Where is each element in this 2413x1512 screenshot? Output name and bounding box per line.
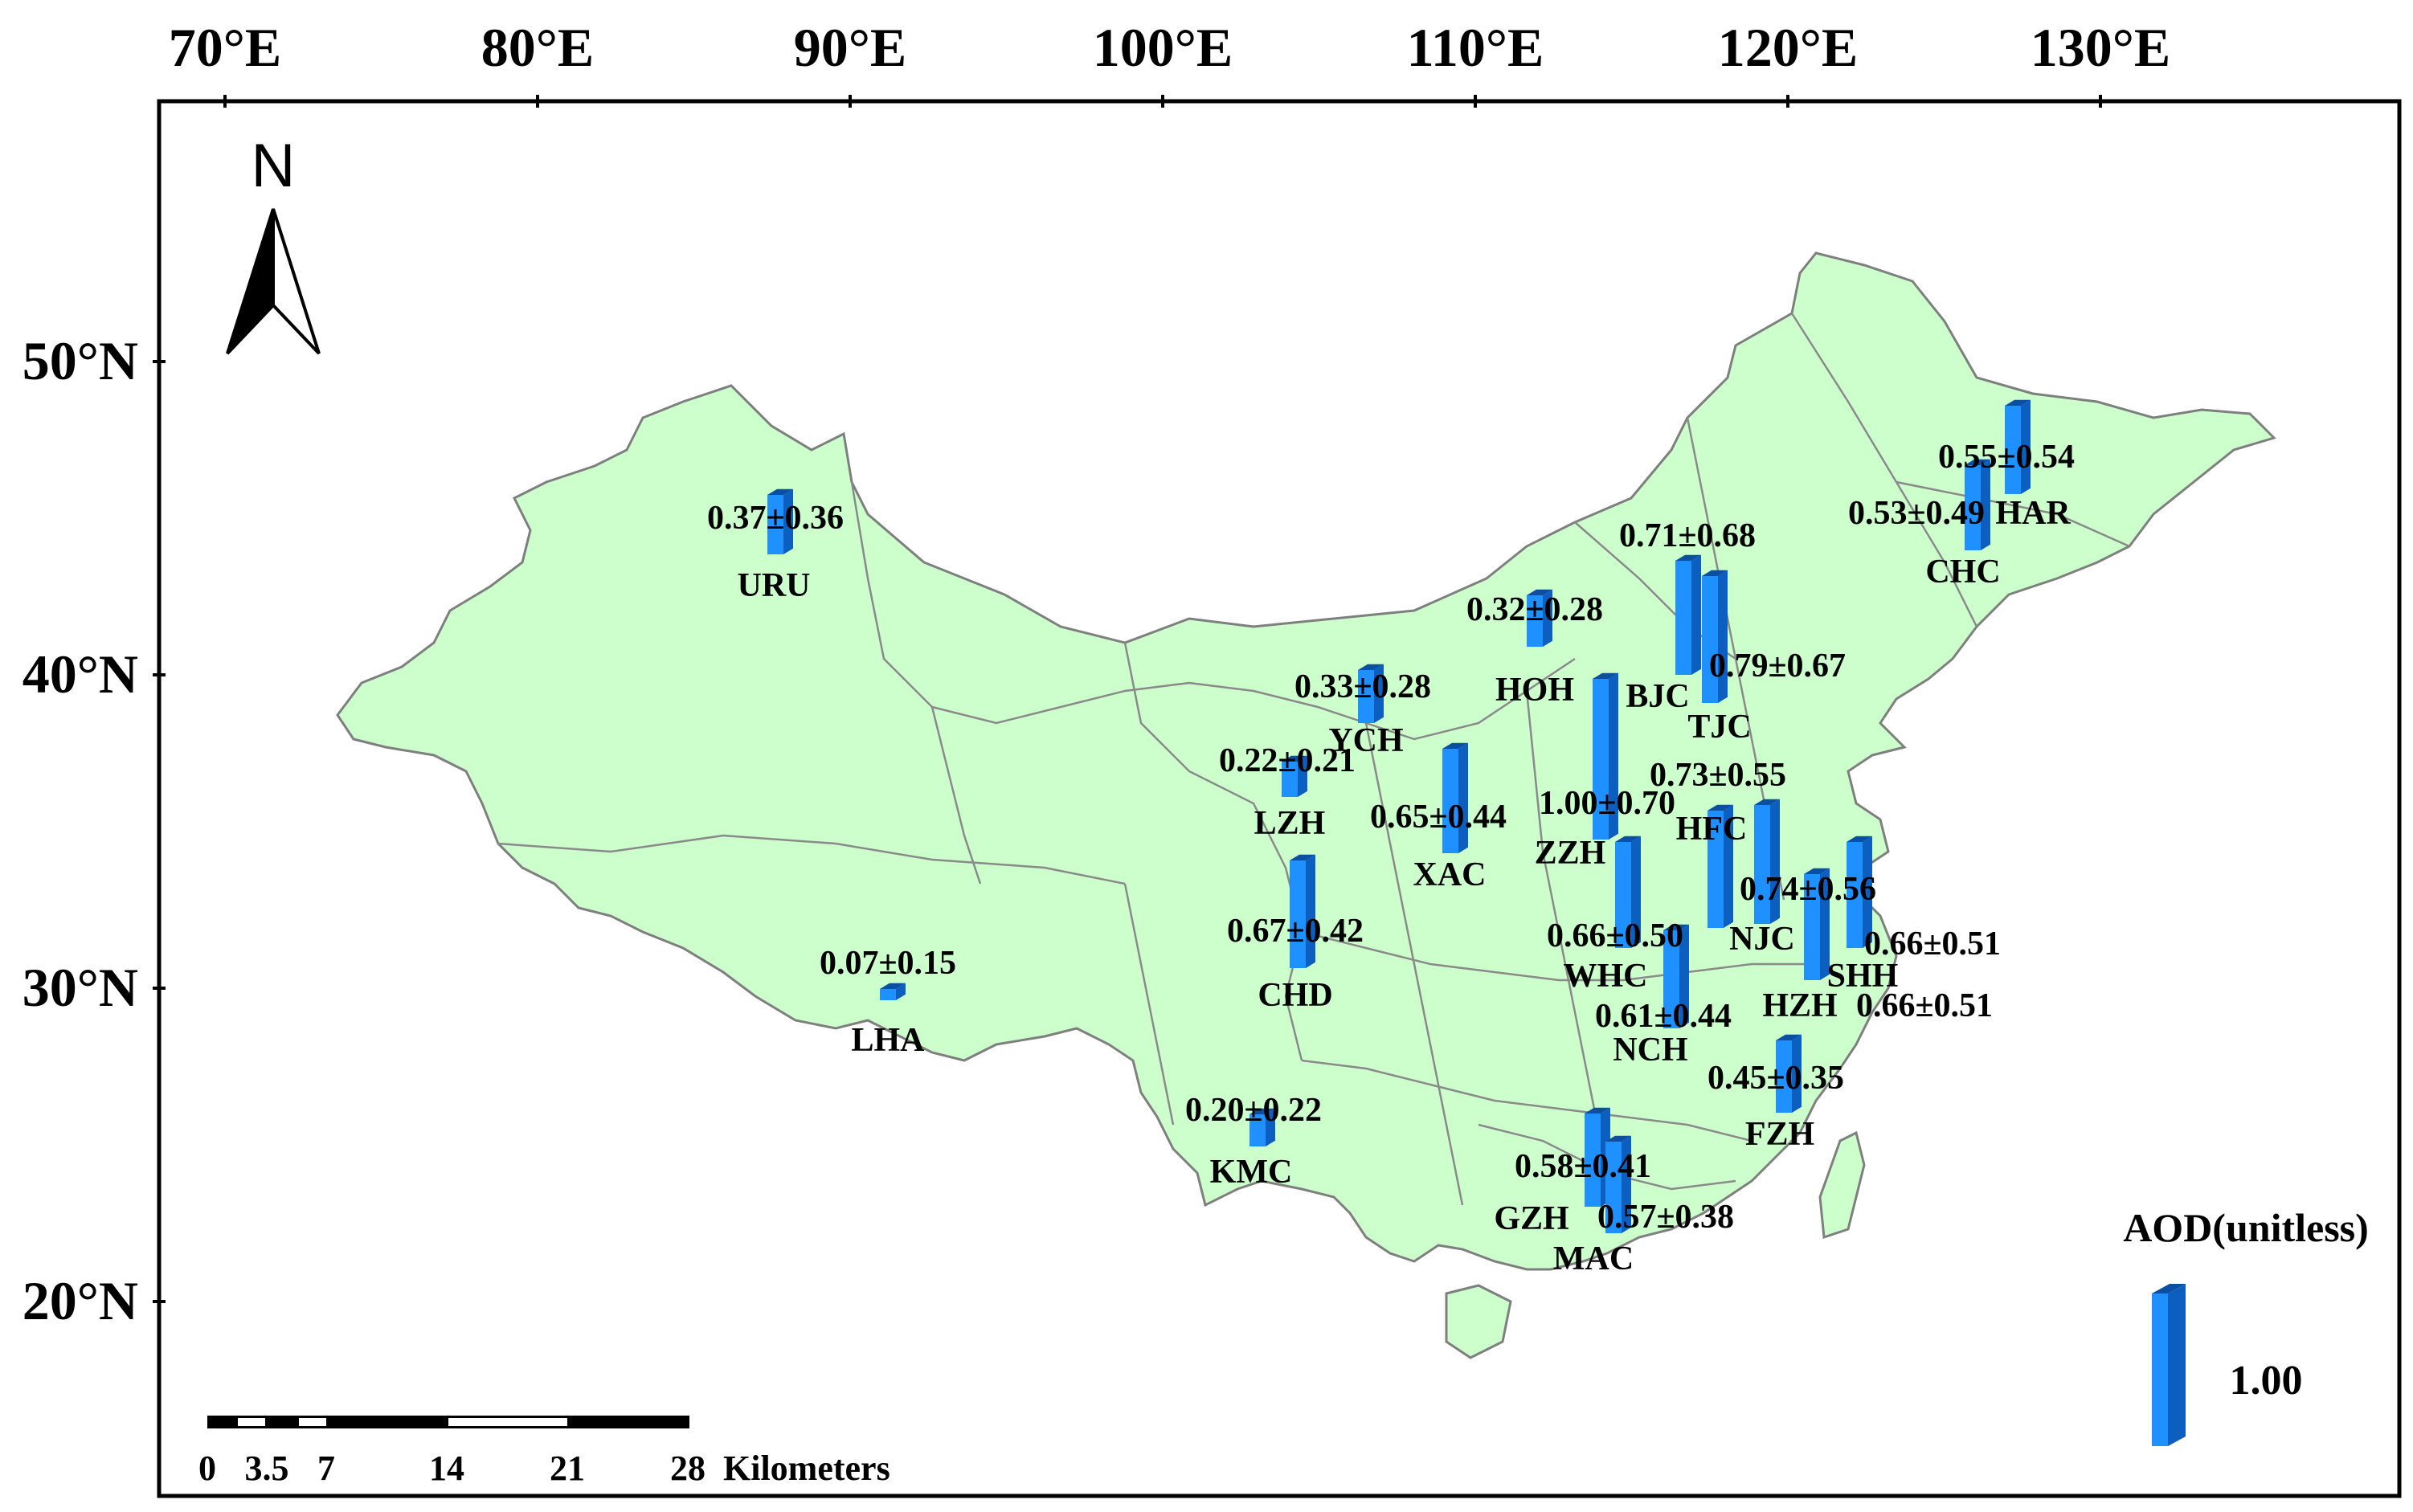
station-code-tjc: TJC — [1687, 709, 1751, 746]
station-code-hfc: HFC — [1676, 811, 1748, 848]
aod-value-label-chc: 0.53±0.49 — [1848, 495, 1985, 532]
aod-value-label-whc: 0.66±0.50 — [1547, 917, 1683, 954]
aod-value-label-lzh: 0.22±0.21 — [1219, 742, 1356, 779]
aod-value-label-njc: 0.74±0.56 — [1740, 871, 1876, 908]
station-code-lha: LHA — [851, 1022, 925, 1059]
aod-bar-mac — [1605, 1135, 1631, 1233]
station-code-lzh: LZH — [1254, 805, 1326, 842]
aod-value-label-lha: 0.07±0.15 — [820, 945, 956, 982]
aod-bar-hoh — [1527, 589, 1552, 647]
station-code-hzh: HZH — [1762, 987, 1837, 1024]
aod-bar-xac — [1442, 742, 1468, 853]
aod-value-label-hzh: 0.66±0.51 — [1856, 987, 1993, 1024]
legend-value: 1.00 — [2230, 1358, 2303, 1404]
lat-label-30n: 30°N — [22, 957, 138, 1018]
aod-value-label-nch: 0.61±0.44 — [1595, 998, 1732, 1035]
hainan-island — [1445, 1284, 1512, 1359]
lat-label-20n: 20°N — [22, 1270, 138, 1331]
station-code-uru: URU — [738, 567, 811, 604]
aod-bar-kmc — [1249, 1108, 1275, 1146]
aod-bar-har — [2005, 399, 2031, 494]
scale-unit: Kilometers — [723, 1449, 890, 1488]
aod-value-label-fzh: 0.45±0.35 — [1708, 1060, 1844, 1097]
lon-label-130e: 130°E — [2031, 17, 2171, 78]
aod-value-label-mac: 0.57±0.38 — [1597, 1199, 1734, 1236]
lon-label-110e: 110°E — [1407, 17, 1544, 78]
station-code-nch: NCH — [1613, 1032, 1687, 1069]
lat-label-50n: 50°N — [22, 330, 138, 391]
north-arrow: N — [226, 132, 321, 355]
lon-label-90e: 90°E — [794, 17, 907, 78]
aod-value-label-hoh: 0.32±0.28 — [1466, 591, 1603, 628]
scale-tick-3-5: 3.5 — [245, 1449, 289, 1488]
station-code-njc: NJC — [1729, 921, 1795, 958]
lat-label-40n: 40°N — [22, 644, 138, 705]
north-arrow-icon — [226, 208, 321, 355]
aod-value-label-uru: 0.37±0.36 — [707, 500, 844, 537]
aod-bar-tjc — [1702, 570, 1728, 703]
province-boundaries — [497, 313, 2130, 1206]
aod-value-label-xac: 0.65±0.44 — [1370, 799, 1507, 836]
lat-ticks — [153, 360, 166, 1303]
aod-value-label-hfc: 0.73±0.55 — [1650, 757, 1786, 794]
lon-label-70e: 70°E — [169, 17, 282, 78]
lon-ticks — [223, 95, 2102, 108]
station-code-gzh: GZH — [1494, 1200, 1568, 1237]
station-code-har: HAR — [1995, 495, 2071, 532]
aod-bar-chc — [1965, 459, 1990, 550]
station-code-zzh: ZZH — [1535, 835, 1606, 872]
station-code-chc: CHC — [1925, 554, 2000, 590]
aod-value-label-tjc: 0.79±0.67 — [1709, 648, 1846, 684]
aod-bar-nch — [1663, 924, 1689, 1028]
aod-value-label-gzh: 0.58±0.41 — [1515, 1148, 1651, 1185]
aod-bar-fzh — [1776, 1034, 1802, 1113]
aod-value-label-kmc: 0.20±0.22 — [1185, 1092, 1322, 1129]
scale-tick-0: 0 — [198, 1449, 216, 1488]
scale-tick-14: 14 — [429, 1449, 464, 1488]
aod-value-label-shh: 0.66±0.51 — [1864, 926, 2001, 962]
station-bars — [767, 399, 2031, 1233]
aod-bar-bjc — [1675, 554, 1701, 675]
aod-value-label-bjc: 0.71±0.68 — [1619, 517, 1756, 554]
aod-bar-whc — [1615, 836, 1641, 948]
legend-title: AOD(unitless) — [2123, 1205, 2369, 1250]
taiwan-island — [1818, 1130, 1866, 1240]
scale-bar: 0 3.5 7 14 21 28 Kilometers — [198, 1416, 890, 1488]
station-code-fzh: FZH — [1745, 1116, 1814, 1153]
station-code-ych: YCH — [1328, 722, 1403, 759]
scale-tick-28: 28 — [670, 1449, 705, 1488]
aod-bar-hfc — [1708, 804, 1733, 928]
lon-label-120e: 120°E — [1718, 17, 1859, 78]
aod-value-label-har: 0.55±0.54 — [1938, 439, 2075, 476]
north-arrow-label: N — [252, 132, 296, 200]
aod-value-label-zzh: 1.00±0.70 — [1539, 785, 1675, 822]
aod-bar-hzh — [1804, 868, 1830, 980]
aod-bar-lzh — [1282, 755, 1307, 797]
aod-bar-lha — [880, 983, 906, 1000]
station-code-hoh: HOH — [1495, 672, 1574, 709]
lon-label-80e: 80°E — [481, 17, 595, 78]
aod-bar-chd — [1290, 854, 1315, 968]
station-code-xac: XAC — [1413, 856, 1487, 893]
lon-label-100e: 100°E — [1093, 17, 1233, 78]
station-labels: 0.37±0.36 URU 0.07±0.15 LHA 0.22±0.21 LZH 0.33… — [707, 439, 2075, 1277]
aod-value-label-chd: 0.67±0.42 — [1227, 913, 1364, 950]
aod-bar-uru — [767, 488, 793, 554]
aod-bar-shh — [1847, 836, 1872, 948]
station-code-whc: WHC — [1564, 958, 1648, 995]
station-code-chd: CHD — [1258, 977, 1332, 1014]
scale-tick-21: 21 — [550, 1449, 585, 1488]
station-code-bjc: BJC — [1626, 678, 1689, 715]
legend-bar — [2152, 1284, 2186, 1446]
aod-bar-ych — [1358, 664, 1384, 723]
station-code-mac: MAC — [1553, 1240, 1634, 1277]
scale-tick-7: 7 — [317, 1449, 335, 1488]
aod-bar-zzh — [1593, 672, 1618, 840]
aod-value-label-ych: 0.33±0.28 — [1294, 668, 1431, 705]
station-code-shh: SHH — [1827, 958, 1899, 995]
legend: AOD(unitless) 1.00 — [2123, 1205, 2369, 1446]
station-code-kmc: KMC — [1210, 1154, 1293, 1191]
aod-bar-njc — [1754, 799, 1780, 924]
